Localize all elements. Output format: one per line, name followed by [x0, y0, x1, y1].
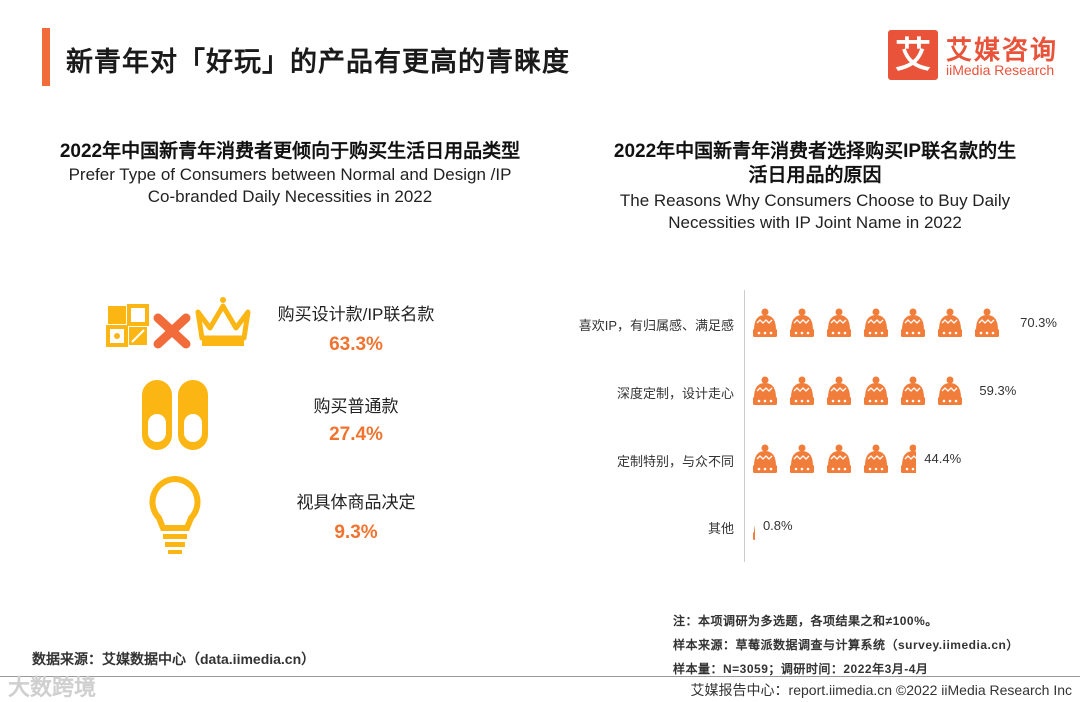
- value-label: 0.8%: [762, 518, 793, 533]
- right-chart-title-en-2: Necessities with IP Joint Name in 2022: [668, 213, 962, 232]
- bar-hat-icon: [789, 444, 815, 474]
- category-label: 其他: [707, 521, 734, 536]
- category-label: 深度定制，设计走心: [616, 386, 734, 401]
- item-value-normal: 27.4%: [329, 424, 383, 445]
- item-value-design-ip: 63.3%: [329, 334, 383, 355]
- bar-hat-icon: [826, 308, 852, 338]
- logo-mark: 艾: [888, 30, 938, 80]
- bar-hat-icon: [974, 308, 1000, 338]
- bar-hat-icon: [752, 511, 755, 541]
- category-label: 喜欢IP，有归属感、满足感: [578, 318, 734, 333]
- value-label: 44.4%: [924, 451, 962, 466]
- note-sample-size: 样本量：N=3059；调研时间：2022年3月-4月: [673, 662, 929, 676]
- bar-hat-icon: [900, 376, 926, 406]
- bar-row: [752, 511, 755, 541]
- item-label-normal: 购买普通款: [313, 397, 399, 416]
- bar-hat-icon: [752, 444, 778, 474]
- logo-chinese-name: 艾媒咨询: [946, 35, 1059, 65]
- bar-hat-icon: [1011, 308, 1013, 338]
- right-chart-title-cn-1: 2022年中国新青年消费者选择购买IP联名款的生: [613, 141, 1017, 162]
- iimedia-logo[interactable]: 艾 艾媒咨询 iiMedia Research: [888, 30, 1068, 82]
- bar-row: [752, 308, 1013, 338]
- bar-hat-icon: [826, 444, 852, 474]
- left-chart-title-en-1: Prefer Type of Consumers between Normal …: [68, 165, 512, 184]
- watermark: 大数跨境: [8, 675, 97, 700]
- footer-copyright[interactable]: 艾媒报告中心：report.iimedia.cn ©2022 iiMedia R…: [690, 682, 1072, 698]
- bar-hat-icon: [900, 308, 926, 338]
- bar-hat-icon: [789, 376, 815, 406]
- bar-row: [752, 376, 971, 406]
- data-source: 数据来源：艾媒数据中心（data.iimedia.cn）: [32, 651, 316, 667]
- value-label: 59.3%: [979, 383, 1017, 398]
- item-label-depends: 视具体商品决定: [296, 493, 416, 512]
- slippers-icon: [140, 378, 210, 452]
- item-value-depends: 9.3%: [334, 522, 378, 543]
- chart-axis: [744, 290, 745, 562]
- bar-hat-icon: [900, 444, 917, 474]
- lightbulb-icon: [148, 475, 202, 556]
- bar-hat-icon: [752, 376, 778, 406]
- value-label: 70.3%: [1020, 315, 1057, 330]
- bar-hat-icon: [789, 308, 815, 338]
- note-multiple-choice: 注：本项调研为多选题，各项结果之和≠100%。: [673, 614, 938, 628]
- left-chart-title: 2022年中国新青年消费者更倾向于购买生活日用品类型 Prefer Type o…: [20, 140, 560, 208]
- left-chart-title-en-2: Co-branded Daily Necessities in 2022: [147, 187, 433, 206]
- bar-hat-icon: [863, 444, 889, 474]
- item-label-design-ip: 购买设计款/IP联名款: [277, 305, 435, 324]
- bar-hat-icon: [937, 308, 963, 338]
- title-accent-bar: [42, 28, 50, 86]
- bar-hat-icon: [937, 376, 963, 406]
- right-chart-title-en-1: The Reasons Why Consumers Choose to Buy …: [619, 191, 1011, 210]
- note-sample-source: 样本来源：草莓派数据调查与计算系统（survey.iimedia.cn）: [673, 638, 1019, 652]
- bar-hat-icon: [863, 308, 889, 338]
- page-title: 新青年对「好玩」的产品有更高的青睐度: [66, 47, 570, 77]
- logo-english-name: iiMedia Research: [946, 62, 1055, 78]
- right-chart-title-cn-2: 活日用品的原因: [748, 165, 882, 186]
- bar-hat-icon: [752, 308, 778, 338]
- bar-row: [752, 444, 917, 474]
- category-label: 定制特别，与众不同: [616, 454, 734, 469]
- bar-hat-icon: [863, 376, 889, 406]
- left-chart-title-cn: 2022年中国新青年消费者更倾向于购买生活日用品类型: [59, 141, 521, 162]
- right-chart-title: 2022年中国新青年消费者选择购买IP联名款的生 活日用品的原因 The Rea…: [590, 140, 1040, 234]
- design-ip-icon: [106, 292, 251, 352]
- bar-hat-icon: [826, 376, 852, 406]
- footer-divider: [0, 676, 1080, 677]
